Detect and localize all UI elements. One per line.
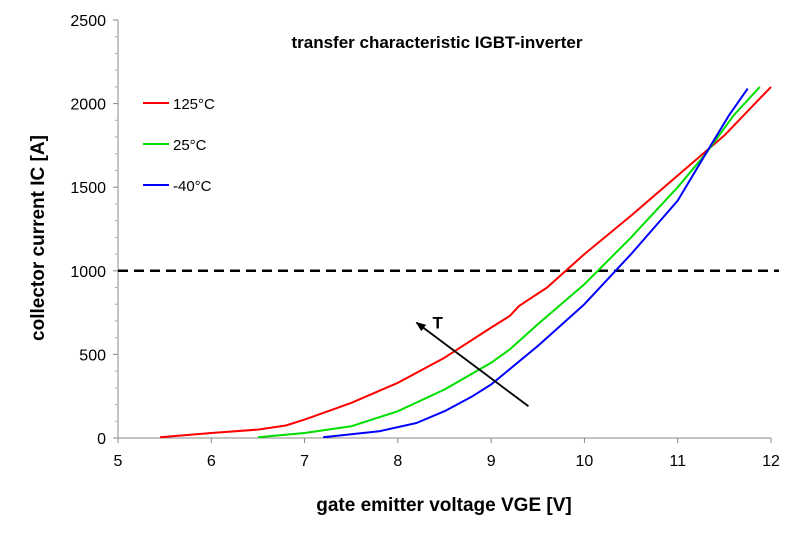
y-tick-label: 1500 bbox=[70, 180, 106, 197]
annotation-label: T bbox=[433, 314, 444, 333]
y-tick-label: 2000 bbox=[70, 97, 106, 114]
annotation-arrow bbox=[415, 321, 529, 407]
x-tick-label: 12 bbox=[762, 453, 780, 470]
x-axis-title: gate emitter voltage VGE [V] bbox=[316, 495, 572, 516]
y-tick-label: 1000 bbox=[70, 264, 106, 281]
x-tick-label: 7 bbox=[300, 453, 309, 470]
legend: 125°C 25°C -40°C bbox=[143, 96, 215, 195]
series-line-1 bbox=[257, 86, 761, 439]
x-tick-label: 11 bbox=[669, 453, 686, 470]
series-line-0 bbox=[159, 86, 772, 439]
annotation-group: T bbox=[415, 314, 529, 407]
y-axis-title: collector current IC [A] bbox=[28, 135, 49, 341]
chart-title: transfer characteristic IGBT-inverter bbox=[291, 33, 582, 52]
legend-label: -40°C bbox=[173, 178, 212, 195]
y-tick-label: 0 bbox=[97, 431, 106, 448]
x-tick-label: 6 bbox=[207, 453, 216, 470]
series-line-2 bbox=[323, 88, 749, 439]
legend-label: 25°C bbox=[173, 137, 207, 154]
tick-labels: 5 6 7 8 9 10 11 12 0 500 1000 1500 2000 2500 bbox=[70, 13, 780, 470]
x-tick-label: 9 bbox=[487, 453, 496, 470]
y-tick-label: 500 bbox=[79, 347, 106, 364]
x-tick-label: 8 bbox=[393, 453, 402, 470]
series-group bbox=[159, 86, 772, 439]
x-tick-label: 10 bbox=[576, 453, 594, 470]
axes bbox=[113, 19, 772, 443]
y-tick-label: 2500 bbox=[70, 13, 106, 30]
legend-label: 125°C bbox=[173, 96, 215, 113]
x-tick-label: 5 bbox=[114, 453, 123, 470]
